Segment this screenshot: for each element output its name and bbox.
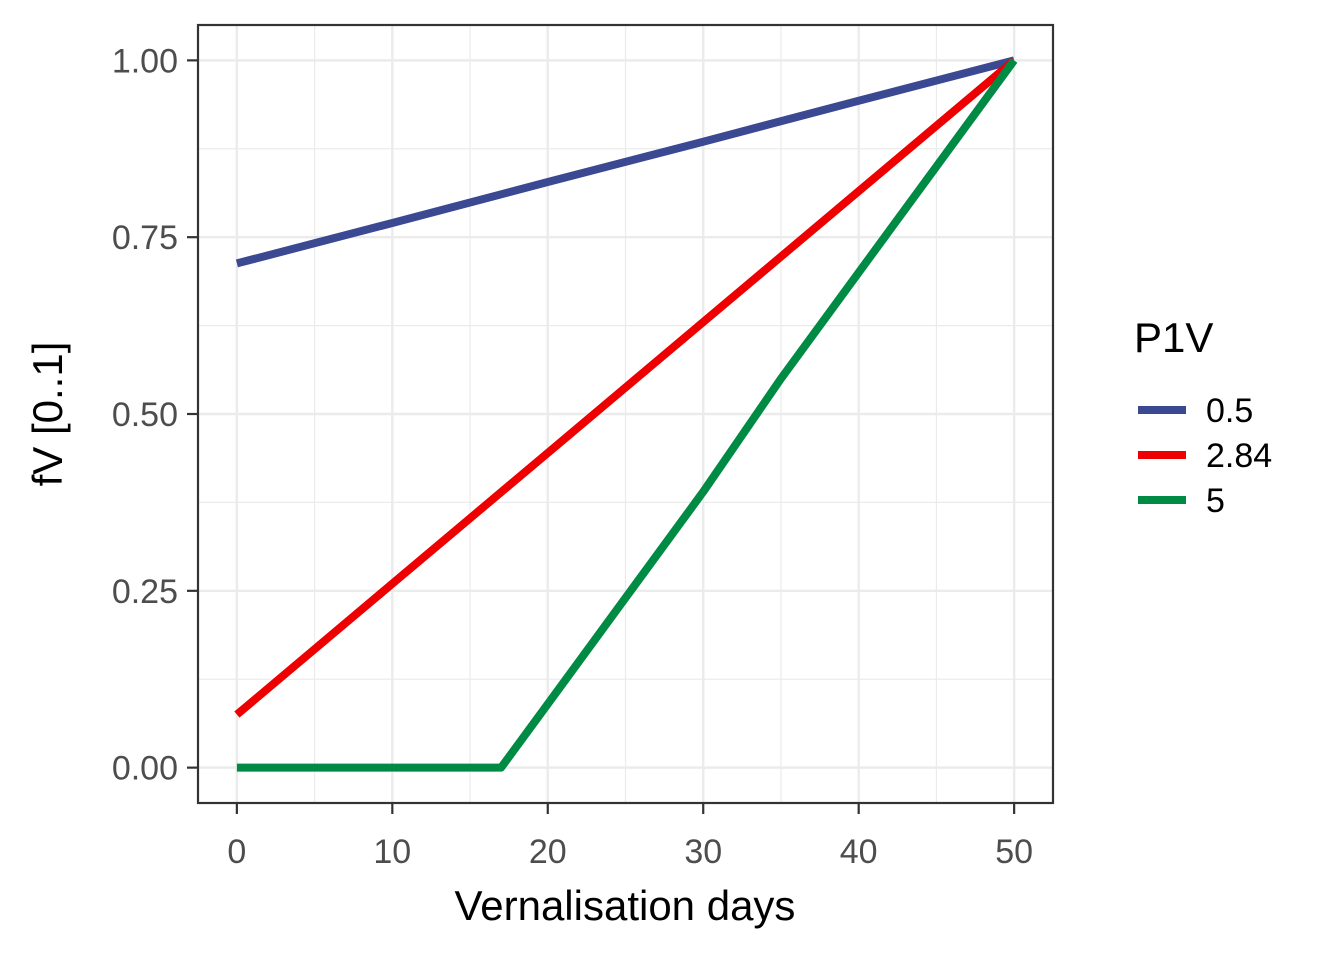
x-tick-label: 30: [684, 833, 722, 871]
series-line-0-5: [235, 56, 1016, 268]
y-tick-label: 1.00: [112, 42, 178, 80]
legend-label: 5: [1206, 482, 1225, 520]
series-lines: [234, 56, 1018, 772]
series-line-5: [236, 58, 1018, 772]
x-tick-label: 40: [840, 833, 878, 871]
x-tick-label: 50: [995, 833, 1033, 871]
y-tick-label: 0.50: [112, 396, 178, 434]
x-tick-label: 10: [373, 833, 411, 871]
x-tick-label: 0: [227, 833, 246, 871]
y-tick-label: 0.00: [112, 750, 178, 788]
legend-items: 0.5 2.84 5: [1138, 392, 1272, 520]
legend-title: P1V: [1134, 314, 1213, 361]
y-tick-label: 0.75: [112, 219, 178, 257]
y-tick-label: 0.25: [112, 573, 178, 611]
legend-label: 2.84: [1206, 437, 1272, 475]
x-axis-ticks: 0 10 20 30 40 50: [227, 803, 1033, 871]
x-tick-label: 20: [529, 833, 567, 871]
y-axis-title: fV [0..1]: [24, 342, 71, 487]
legend-label: 0.5: [1206, 392, 1253, 430]
legend: P1V 0.5 2.84 5: [1134, 314, 1272, 520]
y-axis-ticks: 0.00 0.25 0.50 0.75 1.00: [112, 42, 198, 788]
series-line-2-84: [234, 57, 1017, 718]
x-axis-title: Vernalisation days: [455, 882, 796, 929]
